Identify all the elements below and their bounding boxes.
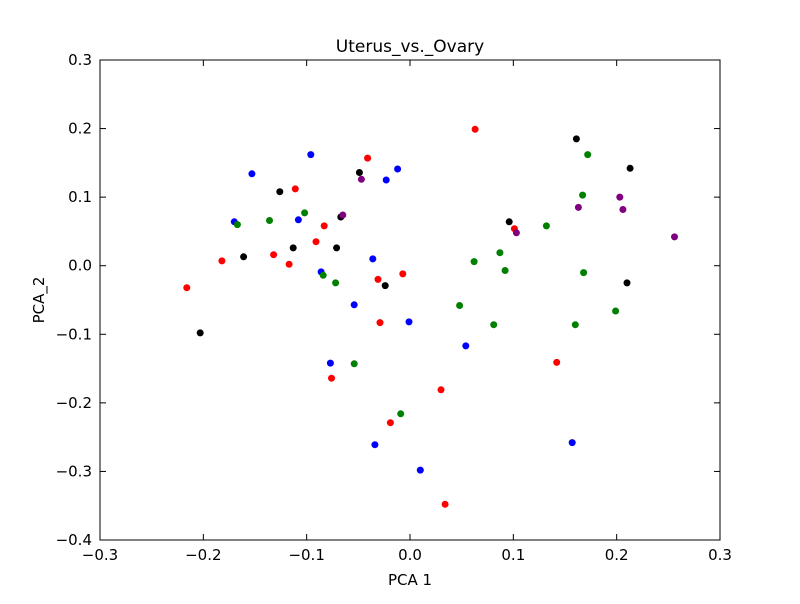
data-point (399, 270, 407, 278)
axis-ticks: −0.3 −0.2 −0.1 0.0 0.1 0.2 0.3−0.4−0.3−0.2−0.1… (56, 51, 732, 564)
data-point (294, 216, 302, 224)
data-point (490, 321, 498, 329)
x-axis-label: PCA 1 (388, 571, 432, 589)
data-point (568, 439, 576, 447)
data-point (416, 466, 424, 474)
data-point (355, 169, 363, 176)
data-point (386, 419, 394, 427)
data-point (471, 125, 479, 133)
data-point (542, 222, 550, 230)
data-point (512, 229, 520, 237)
data-point (462, 342, 470, 350)
x-tick-label: −0.1 (288, 546, 324, 564)
y-tick-label: −0.3 (56, 462, 92, 480)
data-point (369, 255, 377, 263)
plot-frame (99, 59, 721, 541)
x-tick-label: 0.2 (605, 546, 629, 564)
data-point (289, 244, 297, 252)
data-point (328, 374, 335, 382)
data-point (307, 151, 315, 159)
data-point (248, 170, 256, 178)
data-point (553, 358, 561, 366)
data-point (291, 185, 299, 193)
data-point (671, 233, 678, 241)
data-point (332, 279, 340, 287)
data-point (276, 188, 284, 196)
data-point (579, 191, 587, 199)
data-point (616, 193, 624, 201)
data-point (233, 221, 241, 229)
data-point (626, 164, 634, 172)
x-tick-label: 0.3 (708, 546, 732, 564)
data-point (470, 258, 478, 266)
data-point (441, 500, 449, 508)
data-point (456, 302, 464, 309)
data-point (326, 359, 334, 367)
data-point (574, 203, 582, 211)
data-point (240, 253, 248, 261)
data-point (218, 257, 226, 265)
data-point (571, 321, 579, 329)
y-tick-label: 0.2 (68, 120, 92, 138)
y-axis-label: PCA_2 (30, 277, 49, 324)
data-point (319, 271, 327, 279)
data-point (374, 275, 382, 283)
data-point (376, 319, 384, 327)
x-tick-label: 0.1 (501, 546, 525, 564)
data-point (301, 209, 309, 217)
data-point (350, 360, 358, 368)
data-point (285, 260, 293, 268)
data-point (505, 218, 513, 226)
y-tick-label: 0.3 (68, 51, 92, 69)
data-point (584, 151, 592, 159)
data-point (623, 279, 631, 287)
data-point (312, 238, 320, 246)
y-tick-label: 0.0 (68, 257, 92, 275)
data-point (394, 165, 402, 173)
data-point (320, 222, 328, 230)
data-point (612, 307, 620, 315)
data-point (183, 284, 191, 292)
data-point (405, 318, 413, 326)
data-point (382, 176, 390, 184)
data-point (270, 251, 278, 259)
x-tick-label: 0.0 (398, 546, 422, 564)
y-tick-label: −0.4 (56, 531, 92, 549)
data-point (266, 217, 273, 224)
data-point (619, 206, 627, 213)
y-tick-label: 0.1 (68, 188, 92, 206)
data-point (339, 211, 347, 219)
data-point (357, 175, 365, 183)
y-tick-label: −0.1 (56, 325, 92, 343)
data-point (196, 329, 204, 337)
data-point (501, 267, 509, 274)
data-point (580, 269, 588, 277)
data-point (350, 301, 358, 309)
data-point (572, 135, 580, 143)
data-point (496, 249, 504, 257)
y-tick-label: −0.2 (56, 394, 92, 412)
data-point (364, 154, 372, 162)
data-point (437, 386, 445, 394)
data-point (381, 282, 389, 290)
chart-title: Uterus_vs._Ovary (336, 37, 484, 57)
data-points (183, 125, 678, 508)
data-point (333, 244, 341, 252)
data-point (371, 441, 379, 449)
x-tick-label: −0.3 (82, 546, 118, 564)
data-point (397, 410, 405, 418)
x-tick-label: −0.2 (185, 546, 221, 564)
